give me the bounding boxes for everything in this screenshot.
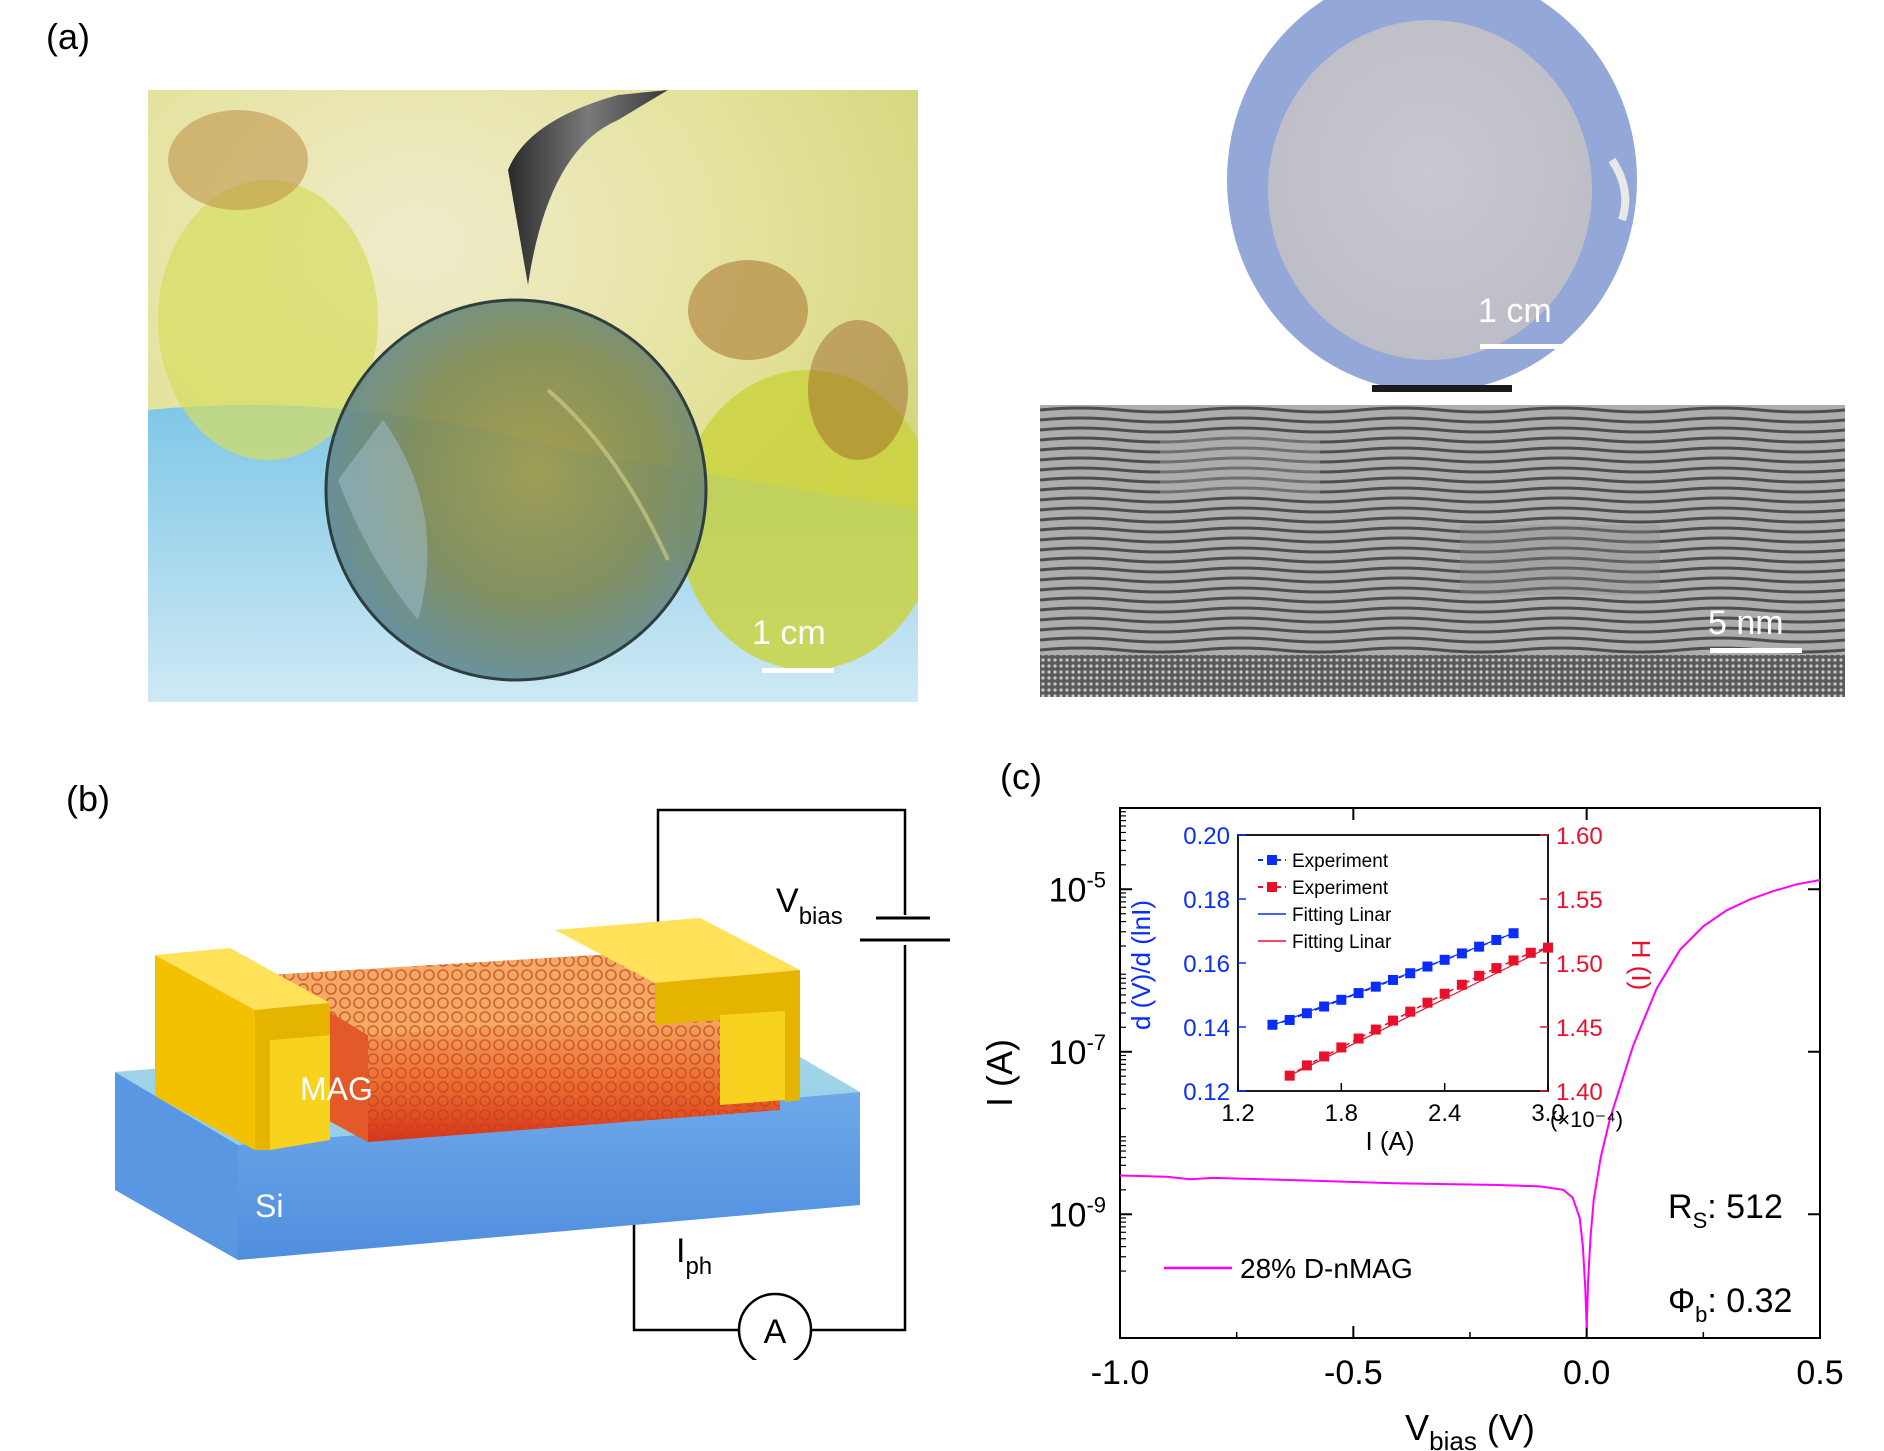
ammeter-symbol	[737, 1292, 813, 1360]
inset-data-point	[1422, 997, 1433, 1008]
inset-data-point	[1370, 1024, 1381, 1035]
tem-scale-bar	[1710, 648, 1802, 653]
inset-legend-experiment-red: Experiment	[1292, 878, 1389, 899]
inset-data-point	[1491, 963, 1502, 974]
inset-legend-marker-red	[1267, 882, 1277, 892]
inset-x-multiplier: (×10⁻⁴)	[1550, 1107, 1623, 1132]
inset-data-point	[1336, 1042, 1347, 1053]
ammeter-label: A	[764, 1313, 787, 1351]
inset-data-point	[1284, 1070, 1295, 1081]
film-photo	[148, 90, 918, 702]
iv-chart: -1.0 -0.5 0.0 0.5 10-9 10-7 10-5 I (A) Vbias (…	[979, 807, 1844, 1451]
inset-data-point	[1370, 981, 1381, 992]
inset-x-tick-label: 3.0	[1531, 1100, 1564, 1127]
inset-frame	[1237, 834, 1549, 1092]
inset-data-point	[1388, 974, 1398, 985]
inset-data-point	[1353, 1033, 1364, 1044]
tem-image	[1040, 405, 1845, 697]
inset-data-point	[1439, 988, 1450, 999]
inset-x-tick-label: 2.4	[1428, 1100, 1461, 1127]
tem-lattice-fringes	[1040, 405, 1845, 697]
si-label: Si	[255, 1188, 283, 1224]
gold-electrode-left	[155, 948, 330, 1150]
inset-data-point	[1508, 955, 1519, 966]
panel-label-c: (c)	[1000, 756, 1042, 797]
device-schematic: A MAG Si Vbias Iph	[115, 808, 950, 1360]
inset-y-tick-label-left: 0.18	[1183, 887, 1230, 914]
gold-electrode-right	[555, 918, 800, 1105]
vbias-label: Vbias	[776, 882, 843, 930]
battery-symbol	[860, 916, 950, 942]
photo-scale-label: 1 cm	[752, 614, 826, 652]
inset-legend: Experiment Experiment Fitting Linar Fitt…	[1258, 851, 1392, 953]
inset-data-point	[1474, 970, 1485, 981]
y-tick-label: 10-9	[1049, 1192, 1106, 1234]
iph-label: Iph	[676, 1232, 712, 1280]
tem-scale-label: 5 nm	[1708, 604, 1784, 642]
inset-y-tick-label-left: 0.12	[1183, 1079, 1230, 1106]
inset-y-label-right: H (I)	[1626, 940, 1656, 991]
inset-y-tick-label-right: 1.50	[1556, 951, 1603, 978]
wafer-scale-label: 1 cm	[1478, 292, 1552, 330]
inset-legend-fit-blue: Fitting Linar	[1292, 905, 1392, 926]
d-nmag-curve	[1119, 879, 1821, 1328]
film-photo-illustration	[148, 90, 918, 702]
inset-x-tick-label: 1.2	[1221, 1100, 1254, 1127]
inset-fit-line	[1272, 932, 1514, 1026]
panel-label-a: (a)	[46, 16, 90, 57]
inset-data-point	[1301, 1008, 1312, 1019]
inset-data-point	[1319, 1001, 1330, 1012]
rs-annotation: RS: 512	[1668, 1188, 1783, 1233]
inset-data-point	[1319, 1051, 1330, 1062]
x-tick-label: -1.0	[1091, 1354, 1150, 1392]
inset-data-point	[1284, 1014, 1295, 1025]
wafer-scale-bar	[1480, 344, 1562, 349]
inset-y-tick-label-right: 1.45	[1556, 1015, 1603, 1042]
inset-legend-fit-red: Fitting Linar	[1292, 932, 1392, 953]
y-tick-label: 10-7	[1049, 1030, 1106, 1072]
inset-legend-marker-blue	[1267, 855, 1277, 865]
inset-y-tick-label-left: 0.16	[1183, 951, 1230, 978]
inset-legend-experiment-blue: Experiment	[1292, 851, 1389, 872]
x-tick-label: -0.5	[1324, 1354, 1383, 1392]
inset-x-tick-label: 1.8	[1325, 1100, 1358, 1127]
inset-data-point	[1525, 947, 1536, 958]
y-axis-label: I (A)	[979, 1039, 1020, 1107]
y-tick-label: 10-5	[1049, 867, 1106, 909]
phi-annotation: Φb: 0.32	[1668, 1282, 1792, 1327]
inset-fit-line	[1289, 947, 1549, 1077]
x-axis-label: Vbias (V)	[1405, 1407, 1535, 1451]
mag-label: MAG	[300, 1071, 373, 1107]
inset-x-label: I (A)	[1365, 1126, 1414, 1156]
circuit-wires	[632, 808, 907, 1332]
inset-y-tick-label-right: 1.55	[1556, 887, 1603, 914]
inset-y-tick-label-right: 1.40	[1556, 1079, 1603, 1106]
inset-data-point	[1388, 1015, 1398, 1026]
x-tick-label: 0.0	[1563, 1354, 1610, 1392]
x-tick-label: 0.5	[1796, 1354, 1843, 1392]
inset-data-point	[1336, 994, 1347, 1005]
inset-y-tick-label-right: 1.60	[1556, 823, 1603, 850]
inset-data-point	[1301, 1060, 1312, 1071]
inset-chart: 1.2 1.8 2.4 3.0 0.12 0.14 0.16 0.18 0.20 1.40 1.45…	[1126, 823, 1656, 1156]
wafer-illustration	[1227, 0, 1637, 392]
inset-y-tick-label-left: 0.14	[1183, 1015, 1230, 1042]
inset-experiment-line	[1289, 946, 1549, 1077]
legend-label: 28% D-nMAG	[1240, 1253, 1413, 1284]
wafer-photo	[1222, 0, 1642, 392]
inset-data-point	[1405, 1006, 1416, 1017]
inset-data-point	[1456, 979, 1467, 990]
photo-scale-bar	[762, 668, 834, 673]
inset-y-label-left: d (V)/d (lnI)	[1126, 900, 1156, 1030]
inset-y-tick-label-left: 0.20	[1183, 823, 1230, 850]
panel-label-b: (b)	[66, 778, 110, 819]
